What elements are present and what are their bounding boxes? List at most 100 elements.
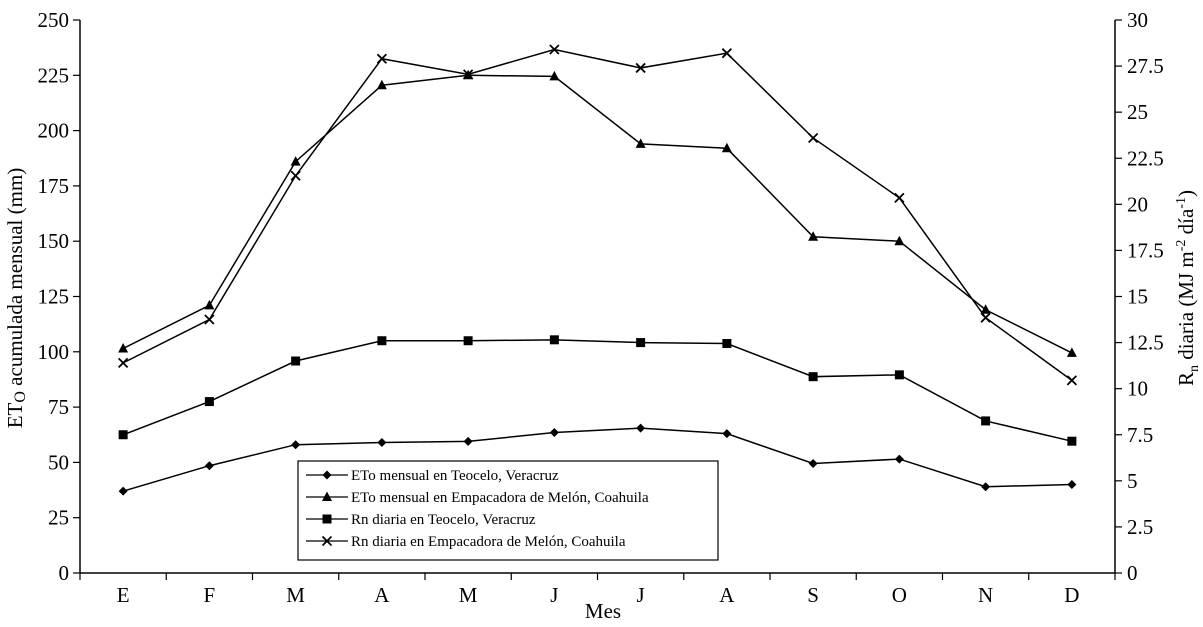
series-3	[118, 335, 1077, 446]
y-tick-label-right: 0	[1127, 561, 1138, 585]
y-tick-label-left: 25	[48, 506, 69, 530]
data-point	[980, 312, 991, 323]
legend-label: Rn diaria en Teocelo, Veracruz	[351, 512, 536, 528]
legend-box	[297, 460, 719, 561]
y-tick-label-right: 17.5	[1127, 238, 1164, 262]
data-point	[808, 231, 819, 241]
data-point	[980, 304, 991, 314]
data-point	[204, 299, 215, 310]
data-point	[463, 336, 473, 346]
data-point	[1067, 436, 1077, 446]
y-tick-label-right: 27.5	[1127, 54, 1164, 78]
data-point	[1066, 375, 1078, 386]
y-tick-label-left: 225	[38, 63, 70, 87]
y-ticks-left: 0 25 50 75 100 125 150 175 200 225 250	[38, 8, 80, 585]
data-point	[377, 336, 387, 346]
y-tick-label-right: 7.5	[1127, 423, 1153, 447]
y-tick-label-right: 25	[1127, 100, 1148, 124]
legend-label: ETo mensual en Empacadora de Melón, Coah…	[351, 490, 649, 506]
x-tick-label: J	[637, 583, 645, 607]
y-tick-label-left: 200	[38, 119, 70, 143]
data-point	[549, 335, 559, 345]
x-tick-label: A	[374, 583, 390, 607]
x-tick-label: O	[892, 583, 907, 607]
data-point	[636, 423, 646, 433]
series-line	[122, 339, 1073, 442]
y-tick-label-right: 30	[1127, 8, 1148, 32]
y-tick-label-left: 125	[38, 285, 70, 309]
legend-marker	[322, 514, 332, 524]
y-tick-label-right: 2.5	[1127, 515, 1153, 539]
data-point	[722, 429, 732, 439]
x-tick-label: F	[204, 583, 216, 607]
x-tick-label: M	[459, 583, 478, 607]
data-point	[894, 454, 904, 464]
series-line	[122, 48, 1073, 381]
x-tick-label: N	[978, 583, 993, 607]
y-tick-label-left: 175	[38, 174, 70, 198]
y-tick-label-left: 50	[48, 450, 69, 474]
data-point	[1066, 347, 1077, 357]
legend-marker	[321, 535, 333, 547]
y-tick-label-left: 100	[38, 340, 70, 364]
y-axis-right-title: Rn diaria (MJ m-2 día-1)	[1174, 190, 1202, 386]
data-point	[290, 156, 301, 166]
data-point	[463, 436, 473, 446]
legend-item: ETo mensual en Empacadora de Melón, Coah…	[306, 490, 649, 506]
data-point	[376, 79, 387, 90]
data-point	[204, 397, 214, 407]
data-point	[721, 142, 732, 153]
legend-item: ETo mensual en Teocelo, Veracruz	[306, 468, 559, 484]
data-point	[894, 235, 905, 246]
series-1	[118, 423, 1077, 496]
data-point	[636, 338, 646, 348]
y-tick-label-right: 20	[1127, 192, 1148, 216]
series-line	[122, 427, 1072, 492]
legend-items: ETo mensual en Teocelo, Veracruz ETo mens…	[306, 468, 649, 550]
y-tick-label-left: 75	[48, 395, 69, 419]
series-layer	[117, 44, 1078, 496]
x-tick-label: A	[719, 583, 735, 607]
x-tick-label: S	[807, 583, 819, 607]
data-point	[808, 459, 818, 469]
y-tick-label-right: 5	[1127, 469, 1138, 493]
data-point	[204, 461, 214, 471]
data-point	[635, 138, 646, 148]
y-tick-label-left: 0	[59, 561, 70, 585]
data-point	[118, 342, 129, 353]
data-point	[462, 69, 474, 80]
x-tick-label: D	[1064, 583, 1079, 607]
data-point	[377, 437, 387, 447]
series-4	[117, 44, 1078, 386]
data-point	[204, 314, 215, 325]
y-tick-label-right: 12.5	[1127, 331, 1164, 355]
x-tick-label: E	[117, 583, 130, 607]
data-point	[549, 428, 559, 438]
data-point	[808, 372, 818, 382]
y-tick-label-left: 150	[38, 229, 70, 253]
data-point	[981, 482, 991, 492]
legend-marker	[322, 491, 332, 501]
legend-marker	[322, 470, 332, 480]
y-tick-label-right: 22.5	[1127, 146, 1164, 170]
data-point	[894, 370, 904, 380]
x-axis-title: Mes	[585, 599, 621, 623]
data-point	[1067, 480, 1077, 490]
data-point	[376, 53, 388, 64]
data-point	[291, 440, 301, 450]
data-point	[291, 356, 301, 366]
series-line	[122, 74, 1073, 354]
data-point	[722, 339, 732, 349]
data-point	[635, 62, 646, 74]
legend-label: ETo mensual en Teocelo, Veracruz	[351, 468, 559, 484]
data-point	[549, 44, 560, 55]
legend-item: Rn diaria en Teocelo, Veracruz	[306, 512, 536, 528]
y-tick-label-right: 10	[1127, 377, 1148, 401]
data-point	[549, 70, 560, 81]
data-point	[118, 486, 128, 496]
data-point	[894, 192, 905, 204]
data-point	[981, 416, 991, 426]
x-tick-label: J	[550, 583, 558, 607]
